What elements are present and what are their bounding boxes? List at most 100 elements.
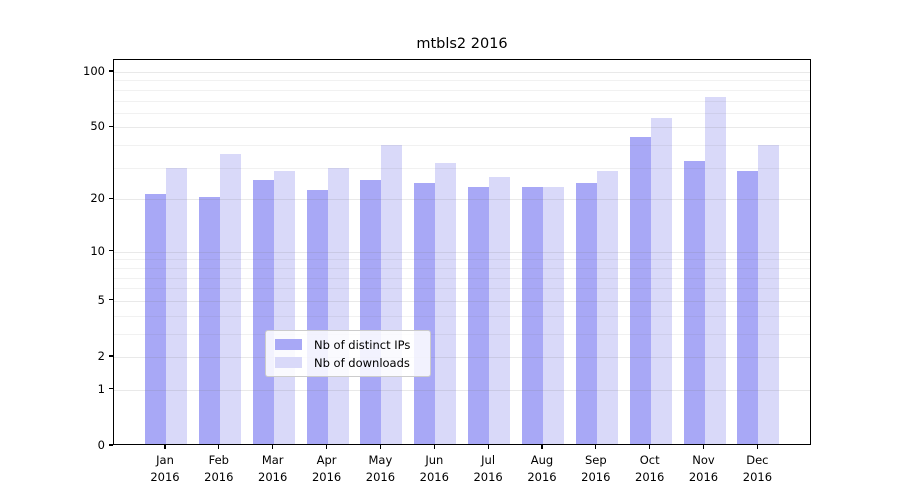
y-tick-label: 20 [90,191,105,206]
x-tick-label: Apr 2016 [295,452,359,485]
x-tick-mark [433,445,435,449]
y-tick-mark [109,70,113,72]
chart-title: mtbls2 2016 [416,36,508,52]
gridline-minor [114,167,810,169]
x-tick-mark [218,445,220,449]
x-tick-mark [379,445,381,449]
bar-distinct-ips [145,193,166,444]
plot-area [113,59,811,445]
x-tick-year: 2016 [311,469,342,484]
x-tick-label: Jun 2016 [402,452,466,485]
y-tick-mark [109,197,113,199]
x-tick-year: 2016 [581,469,611,484]
x-tick-label: Jul 2016 [456,452,520,485]
gridline-minor [114,259,810,261]
x-tick-month: Oct [639,453,660,467]
gridline-minor [114,277,810,279]
bar-distinct-ips [252,180,274,444]
bar-downloads [273,171,295,444]
bar-distinct-ips [414,183,436,444]
y-tick-label: 1 [97,381,105,396]
gridline-minor [114,80,810,82]
gridline-minor [114,267,810,269]
y-tick-label: 0 [97,438,105,452]
x-tick-label: Oct 2016 [618,452,682,485]
bar-downloads [219,153,241,444]
bar-distinct-ips [629,137,651,444]
gridline-major [114,127,810,129]
gridline-minor [114,315,810,317]
x-tick-mark [595,445,597,449]
x-tick-mark [649,445,651,449]
x-tick-month: May [368,453,393,467]
y-tick-label: 2 [97,349,105,363]
x-tick-year: 2016 [204,469,234,484]
legend-swatch-downloads [275,357,302,368]
legend-swatch-distinct-ips [275,339,302,350]
x-tick-month: Mar [261,453,284,467]
bar-downloads [327,168,349,444]
x-tick-label: Mar 2016 [241,452,305,485]
x-tick-month: Aug [530,453,554,467]
x-tick-year: 2016 [688,469,719,484]
legend-label-downloads: Nb of downloads [314,355,410,370]
legend: Nb of distinct IPs Nb of downloads [265,330,431,377]
legend-row: Nb of distinct IPs [266,338,430,352]
bar-downloads [381,145,403,444]
x-tick-year: 2016 [419,469,449,484]
bar-distinct-ips [198,197,220,444]
gridline-major [114,357,810,358]
bar-distinct-ips [683,160,705,444]
x-tick-mark [272,445,274,449]
gridline-minor [114,288,810,290]
x-tick-label: Feb 2016 [187,452,251,485]
x-tick-mark [164,445,166,449]
y-tick-label: 50 [90,119,105,134]
x-tick-mark [487,445,489,449]
x-tick-month: Apr [316,453,337,467]
y-tick-mark [109,388,113,390]
y-tick-label: 10 [90,243,105,258]
x-tick-month: Nov [692,453,715,467]
x-tick-year: 2016 [473,469,503,484]
bar-downloads [489,176,511,444]
x-tick-mark [325,445,328,449]
bar-downloads [542,186,564,444]
x-tick-year: 2016 [635,469,665,484]
bar-distinct-ips [306,189,328,444]
x-tick-label: Sep 2016 [564,452,628,485]
x-tick-mark [756,445,758,449]
bar-downloads [435,163,457,444]
legend-row: Nb of downloads [266,356,430,370]
bar-downloads [166,168,187,444]
y-tick-label: 100 [83,64,105,78]
gridline-minor [114,333,810,335]
bar-distinct-ips [360,180,382,444]
y-tick-mark [109,444,113,446]
x-tick-month: Feb [208,453,229,467]
bar-downloads [704,97,726,444]
gridline-major [114,72,810,73]
x-tick-label: Jan 2016 [133,452,197,485]
x-tick-month: Dec [746,453,769,467]
x-tick-mark [702,445,705,449]
y-tick-mark [109,250,113,252]
gridline-major [114,199,810,201]
x-tick-label: Dec 2016 [725,452,789,485]
bar-downloads [596,171,618,444]
gridline-minor [114,145,810,147]
gridline-minor [114,112,810,114]
x-tick-label: Aug 2016 [510,452,574,485]
x-tick-label: May 2016 [348,452,412,485]
x-tick-month: Jul [481,453,496,467]
gridline-major [114,389,810,391]
x-tick-year: 2016 [258,469,288,484]
x-tick-month: Sep [584,453,607,467]
bar-distinct-ips [575,183,597,444]
x-tick-year: 2016 [150,469,180,484]
gridline-major [114,300,810,302]
x-tick-mark [541,445,543,449]
x-tick-month: Jan [156,453,174,467]
y-tick-label: 5 [97,292,105,307]
